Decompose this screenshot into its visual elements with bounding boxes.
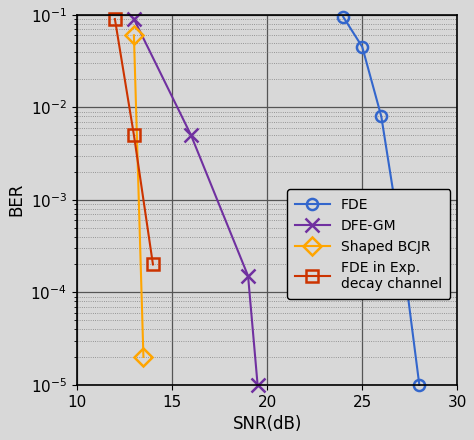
FDE: [340, 14, 346, 19]
Legend: FDE, DFE-GM, Shaped BCJR, FDE in Exp.
decay channel: FDE, DFE-GM, Shaped BCJR, FDE in Exp. de…: [287, 189, 450, 299]
DFE-GM: [245, 273, 251, 279]
FDE: [359, 44, 365, 50]
FDE: [417, 382, 422, 387]
Line: DFE-GM: DFE-GM: [127, 12, 264, 392]
FDE: [378, 114, 384, 119]
FDE in Exp.
decay channel: [112, 16, 118, 22]
FDE in Exp.
decay channel: [131, 132, 137, 138]
FDE in Exp.
decay channel: [150, 262, 156, 267]
Line: FDE: FDE: [337, 11, 425, 390]
DFE-GM: [131, 16, 137, 22]
X-axis label: SNR(dB): SNR(dB): [232, 415, 302, 433]
Y-axis label: BER: BER: [7, 183, 25, 216]
Shaped BCJR: [141, 354, 146, 359]
Line: Shaped BCJR: Shaped BCJR: [128, 29, 150, 363]
DFE-GM: [188, 132, 194, 138]
FDE: [397, 234, 403, 239]
Line: FDE in Exp.
decay channel: FDE in Exp. decay channel: [109, 14, 158, 270]
Shaped BCJR: [131, 33, 137, 38]
DFE-GM: [255, 382, 260, 387]
